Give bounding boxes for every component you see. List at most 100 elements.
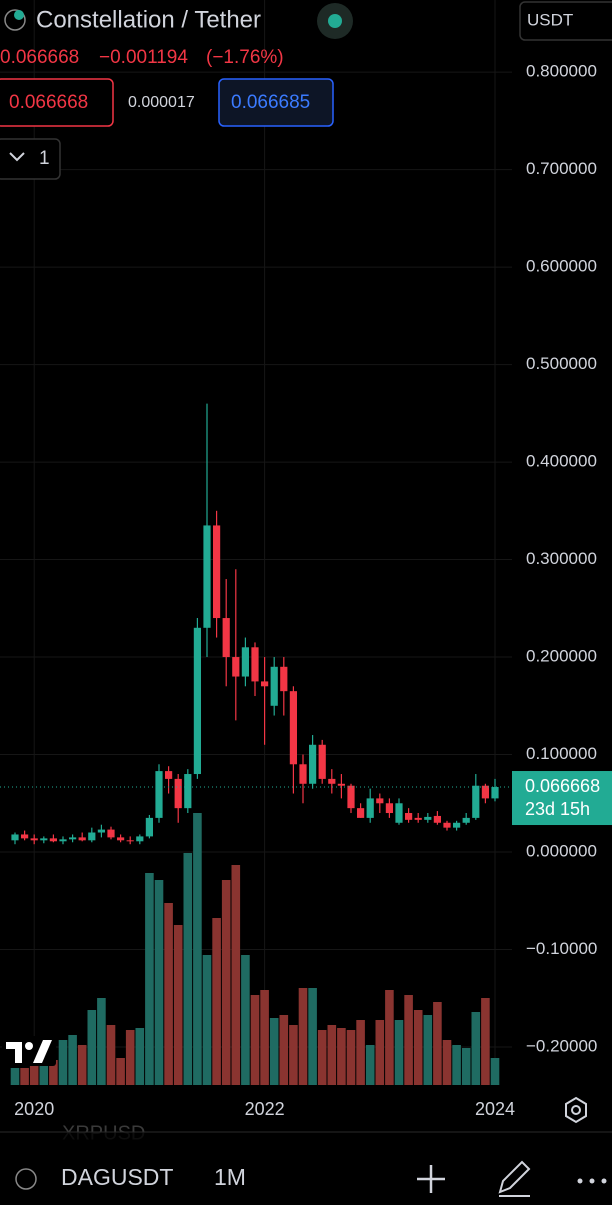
volume-bar [125, 1030, 135, 1085]
currency: USDT [527, 10, 573, 29]
settings-icon [571, 1105, 581, 1115]
volume-bar [404, 995, 413, 1085]
header: Constellation / Tether 0.066668 −0.00119… [0, 1, 612, 180]
volume-bar [135, 1028, 145, 1085]
candle-body [174, 778, 182, 809]
y-tick-label: −0.20000 [526, 1036, 597, 1055]
candle-body [261, 681, 269, 687]
candle-body [145, 817, 153, 837]
candle-body [347, 785, 355, 809]
volume-bar [375, 1020, 385, 1085]
draw-button[interactable] [498, 1160, 531, 1197]
candle-body [280, 666, 288, 692]
plot-area [0, 0, 512, 1085]
candle-body [232, 657, 240, 677]
market-status-dot [328, 14, 342, 28]
candle-body [241, 647, 249, 677]
candle-body [11, 834, 19, 841]
candle-body [213, 525, 221, 619]
volume-bar [490, 1058, 500, 1085]
volume-bar [442, 1040, 452, 1085]
candle-body [414, 817, 422, 820]
candle-body [405, 813, 413, 820]
logo-dot [25, 1042, 33, 1050]
settings-button[interactable] [565, 1096, 587, 1124]
candle-body [385, 803, 393, 814]
volume-bar [250, 995, 260, 1085]
volume-bar [231, 865, 241, 1085]
candle-body [88, 832, 96, 841]
candle-body [203, 525, 211, 628]
y-tick-label: 0.000000 [526, 841, 597, 860]
volume-bar [346, 1030, 356, 1085]
symbol-logo-badge [14, 10, 24, 20]
footer-symbol[interactable]: DAGUSDT [61, 1164, 173, 1190]
volume-bar [337, 1028, 346, 1085]
candle-body [491, 787, 499, 799]
x-tick-label: 2024 [475, 1099, 515, 1119]
price-change: −0.001194 [99, 47, 188, 68]
volume-pane [10, 813, 500, 1085]
volume-bar [77, 1045, 87, 1085]
candle-body [357, 808, 365, 818]
price-tag: 0.066668 23d 15h [512, 771, 612, 826]
bid-price: 0.066668 [9, 92, 88, 113]
candle-body [481, 785, 489, 799]
candle-body [30, 838, 38, 841]
volume-bar [452, 1045, 461, 1085]
volume-bar [356, 1020, 365, 1085]
chevron-icon [9, 152, 25, 162]
volume-bar [145, 873, 154, 1085]
volume-bar [116, 1058, 125, 1085]
volume-bar [260, 990, 269, 1085]
candle-body [270, 666, 278, 706]
buy-button[interactable] [218, 78, 334, 127]
add-button[interactable] [417, 1165, 445, 1193]
volume-bar [173, 925, 183, 1085]
candle-body [21, 834, 29, 839]
price-tag-price: 0.066668 [525, 776, 600, 796]
indicators-toggle[interactable] [0, 138, 61, 180]
more-button[interactable] [577, 1178, 607, 1184]
candles [11, 403, 499, 845]
volume-bar [193, 813, 202, 1085]
volume-bar [471, 1012, 481, 1085]
candle-body [222, 618, 230, 658]
more-dot [601, 1178, 607, 1184]
price-tag-box [512, 771, 612, 826]
logo-t [6, 1042, 22, 1063]
volume-bar [298, 988, 308, 1085]
candle-body [193, 627, 201, 775]
y-tick-label: 0.700000 [526, 159, 597, 178]
y-tick-label: 0.300000 [526, 549, 597, 568]
spread: 0.000017 [128, 94, 195, 111]
currency-button[interactable] [519, 1, 612, 41]
candle-body [443, 822, 451, 828]
volume-bar [308, 988, 317, 1085]
volume-bar [269, 1018, 279, 1085]
volume-bar [394, 1020, 404, 1085]
x-tick-label: 2020 [14, 1099, 54, 1119]
y-tick-label: 0.200000 [526, 647, 597, 666]
volume-bar [385, 990, 394, 1085]
candle-body [136, 836, 144, 842]
candle-body [395, 803, 403, 823]
volume-bar [97, 998, 106, 1085]
more-dot [577, 1178, 583, 1184]
candle-body [59, 839, 67, 842]
candle-body [126, 840, 134, 842]
candle-body [97, 829, 105, 833]
symbol-title: Constellation / Tether [36, 6, 261, 33]
footer: XRPUSD DAGUSDT 1M [0, 1122, 612, 1200]
sell-button[interactable] [0, 78, 114, 127]
candle-body [155, 771, 163, 818]
more-dot [589, 1178, 595, 1184]
footer-interval[interactable]: 1M [214, 1164, 246, 1190]
candle-body [289, 691, 297, 765]
volume-bar [29, 1065, 39, 1085]
candle-body [376, 798, 384, 804]
candle-body [337, 783, 345, 786]
ask-price: 0.066685 [231, 92, 310, 113]
y-tick-label: 0.400000 [526, 452, 597, 471]
footer-logo [15, 1168, 37, 1190]
